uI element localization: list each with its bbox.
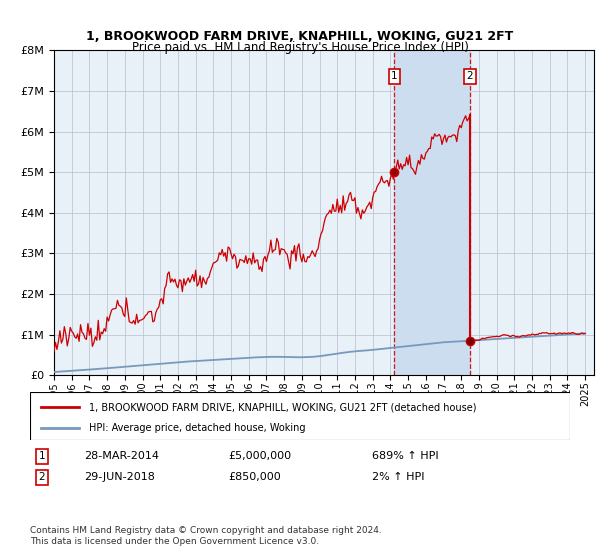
Text: 1: 1 — [391, 71, 398, 81]
Text: 1: 1 — [38, 451, 46, 461]
Text: 28-MAR-2014: 28-MAR-2014 — [84, 451, 159, 461]
Text: 1, BROOKWOOD FARM DRIVE, KNAPHILL, WOKING, GU21 2FT (detached house): 1, BROOKWOOD FARM DRIVE, KNAPHILL, WOKIN… — [89, 402, 477, 412]
FancyBboxPatch shape — [30, 392, 570, 440]
Text: Price paid vs. HM Land Registry's House Price Index (HPI): Price paid vs. HM Land Registry's House … — [131, 41, 469, 54]
Text: HPI: Average price, detached house, Woking: HPI: Average price, detached house, Woki… — [89, 423, 306, 433]
Bar — [394, 50, 470, 375]
Text: 1, BROOKWOOD FARM DRIVE, KNAPHILL, WOKING, GU21 2FT: 1, BROOKWOOD FARM DRIVE, KNAPHILL, WOKIN… — [86, 30, 514, 43]
Text: 689% ↑ HPI: 689% ↑ HPI — [372, 451, 439, 461]
Text: 29-JUN-2018: 29-JUN-2018 — [84, 472, 155, 482]
Text: 2% ↑ HPI: 2% ↑ HPI — [372, 472, 425, 482]
Text: Contains HM Land Registry data © Crown copyright and database right 2024.
This d: Contains HM Land Registry data © Crown c… — [30, 526, 382, 546]
Text: 2: 2 — [467, 71, 473, 81]
Text: £850,000: £850,000 — [228, 472, 281, 482]
Text: £5,000,000: £5,000,000 — [228, 451, 291, 461]
Text: 2: 2 — [38, 472, 46, 482]
